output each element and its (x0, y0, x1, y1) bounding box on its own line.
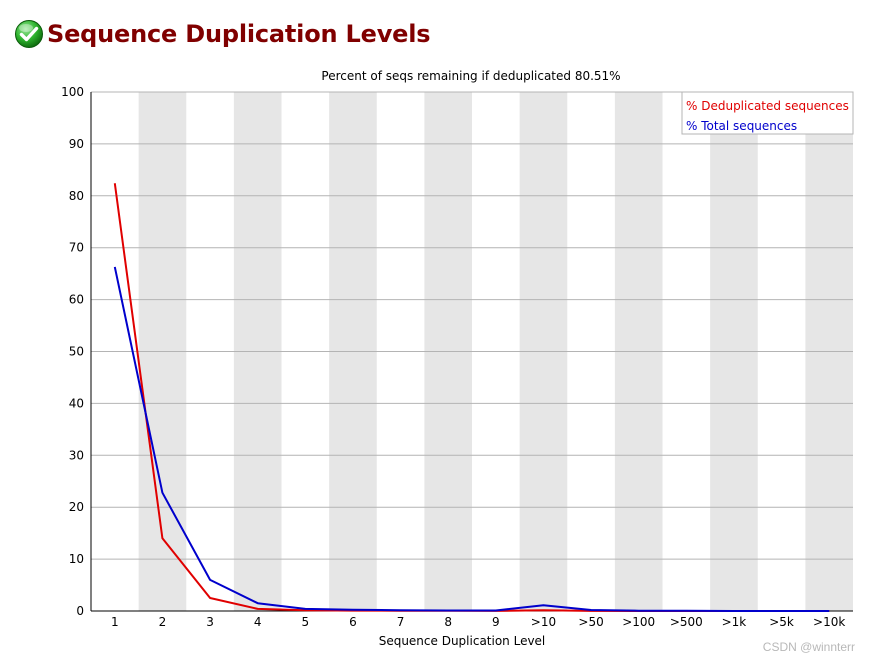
x-tick-label: >50 (578, 615, 603, 629)
series-line-total (113, 266, 830, 612)
x-tick-label: 4 (254, 615, 262, 629)
chart-gridlines (91, 91, 853, 560)
x-axis-ticks: 1 2 3 4 5 6 7 8 9 >10 >50 >100 >500 >1k >5k >10k (111, 615, 845, 629)
x-tick-label: 8 (444, 615, 452, 629)
x-tick-label: >500 (670, 615, 703, 629)
y-tick-label: 0 (76, 604, 84, 618)
x-tick-label: >10k (813, 615, 845, 629)
pass-checkmark-icon (15, 20, 43, 48)
legend-item-deduplicated: % Deduplicated sequences (686, 99, 849, 113)
y-tick-label: 20 (69, 500, 84, 514)
y-tick-label: 50 (69, 345, 84, 359)
chart-title: Percent of seqs remaining if deduplicate… (321, 69, 620, 83)
x-tick-label: 6 (349, 615, 357, 629)
legend-box (681, 91, 854, 135)
legend-item-total: % Total sequences (686, 119, 797, 133)
chart-legend: % Deduplicated sequences % Total sequenc… (681, 91, 854, 135)
y-tick-label: 90 (69, 137, 84, 151)
x-tick-label: 9 (492, 615, 500, 629)
x-tick-label: >100 (622, 615, 655, 629)
report-header: Sequence Duplication Levels (14, 14, 431, 54)
x-tick-label: >1k (722, 615, 747, 629)
y-tick-label: 100 (61, 85, 84, 99)
x-tick-label: >5k (769, 615, 794, 629)
y-tick-label: 60 (69, 293, 84, 307)
y-axis-ticks: 0 10 20 30 40 50 60 70 80 90 100 (61, 85, 84, 618)
y-tick-label: 10 (69, 552, 84, 566)
x-tick-label: 7 (397, 615, 405, 629)
chart-lines (113, 183, 830, 612)
y-tick-label: 30 (69, 448, 84, 462)
x-tick-label: 3 (206, 615, 214, 629)
x-tick-label: 5 (301, 615, 309, 629)
page-title: Sequence Duplication Levels (47, 20, 431, 48)
y-tick-label: 70 (69, 241, 84, 255)
y-tick-label: 40 (69, 396, 84, 410)
y-tick-label: 80 (69, 189, 84, 203)
x-axis-label: Sequence Duplication Level (379, 634, 546, 648)
x-tick-label: >10 (531, 615, 556, 629)
x-tick-label: 2 (159, 615, 167, 629)
watermark: CSDN @winnterr (762, 640, 855, 654)
x-tick-label: 1 (111, 615, 119, 629)
